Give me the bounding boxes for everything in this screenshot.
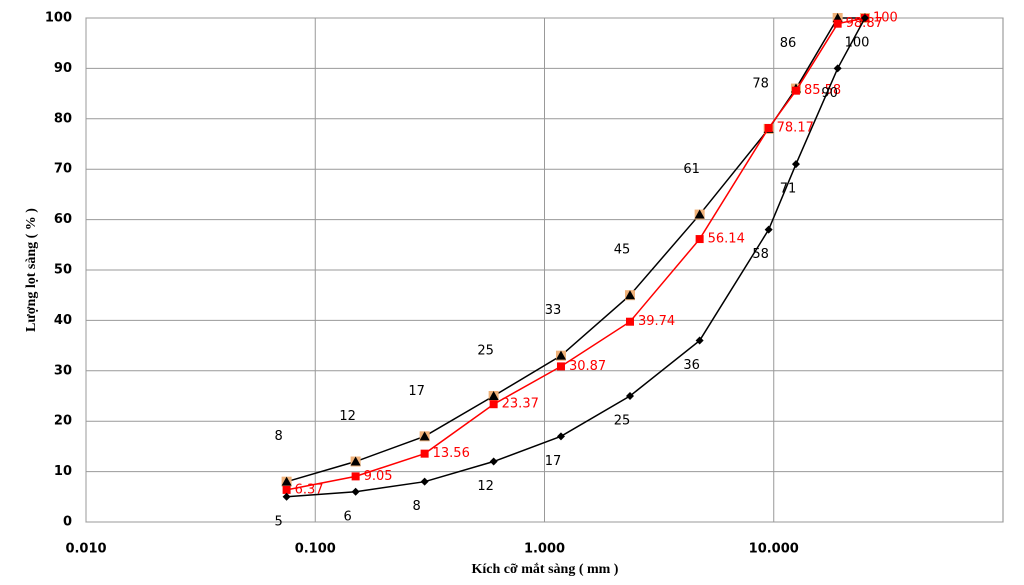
y-tick-label: 40 (54, 313, 72, 328)
y-tick-label: 100 (45, 11, 72, 26)
data-label: 5 (274, 514, 282, 529)
data-label: 45 (614, 243, 631, 258)
marker (555, 350, 566, 360)
data-label: 13.56 (433, 446, 470, 461)
data-label: 78.17 (777, 121, 814, 136)
marker (488, 391, 499, 400)
marker (351, 472, 360, 481)
data-label: 56.14 (708, 232, 745, 247)
data-label: 6 (343, 509, 351, 524)
x-tick-label: 0.100 (295, 542, 336, 557)
marker (351, 487, 360, 496)
marker (791, 160, 800, 169)
marker (556, 432, 565, 441)
y-tick-label: 50 (54, 263, 72, 278)
marker (625, 317, 634, 326)
data-label: 8 (274, 429, 282, 444)
data-label: 6.37 (295, 482, 324, 497)
data-label: 8 (412, 499, 420, 514)
data-label: 39.74 (638, 314, 675, 329)
marker (694, 209, 705, 219)
data-label: 12 (339, 409, 356, 424)
marker (764, 225, 773, 234)
data-label: 85.58 (804, 83, 841, 98)
y-tick-label: 20 (54, 414, 72, 429)
marker (624, 290, 635, 300)
data-label: 98.87 (846, 16, 883, 31)
data-label: 100 (873, 11, 898, 26)
data-label: 58 (752, 247, 769, 262)
marker (556, 362, 565, 371)
data-label: 36 (683, 358, 700, 373)
data-label: 33 (545, 303, 562, 318)
data-label: 17 (408, 384, 425, 399)
x-axis-title: Kích cỡ mắt sàng ( mm ) (472, 562, 619, 577)
data-label: 25 (614, 414, 631, 429)
y-axis-title: Lượng lọt sàng ( % ) (24, 208, 39, 332)
data-label: 71 (780, 182, 797, 197)
data-label: 30.87 (569, 359, 606, 374)
x-tick-label: 1.000 (524, 542, 565, 557)
data-label: 23.37 (502, 397, 539, 412)
marker (695, 336, 704, 345)
marker (489, 400, 498, 409)
marker (489, 457, 498, 466)
y-tick-label: 0 (63, 515, 72, 530)
marker (282, 485, 291, 494)
y-tick-label: 30 (54, 363, 72, 378)
data-label: 12 (477, 479, 494, 494)
y-tick-label: 80 (54, 111, 72, 126)
marker (419, 431, 430, 441)
marker (764, 124, 773, 133)
data-label: 61 (683, 162, 700, 177)
marker (833, 19, 842, 28)
marker (791, 86, 800, 95)
y-tick-label: 60 (54, 212, 72, 227)
y-tick-label: 90 (54, 61, 72, 76)
data-label: 78 (752, 76, 769, 91)
data-label: 90 (821, 86, 838, 101)
data-label: 25 (477, 344, 494, 359)
marker (282, 492, 291, 501)
y-tick-label: 70 (54, 162, 72, 177)
marker (350, 456, 361, 466)
data-label: 17 (545, 454, 562, 469)
marker (281, 476, 292, 486)
marker (625, 392, 634, 400)
x-tick-label: 0.010 (65, 542, 106, 557)
x-tick-label: 10.000 (749, 542, 799, 557)
marker (695, 235, 704, 244)
marker (833, 64, 842, 73)
y-tick-label: 10 (54, 464, 72, 479)
marker (860, 14, 869, 22)
data-label: 9.05 (364, 469, 393, 484)
data-label: 86 (780, 36, 797, 51)
data-label: 100 (845, 36, 870, 51)
marker (420, 449, 429, 458)
marker (420, 477, 429, 486)
